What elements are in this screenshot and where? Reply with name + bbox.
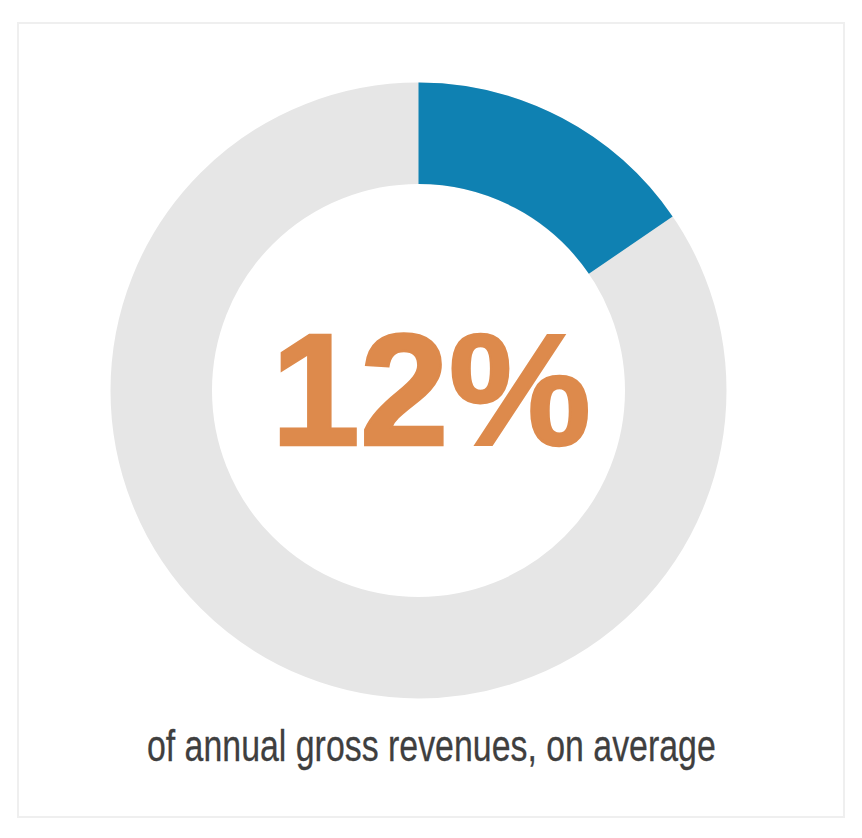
chart-caption: of annual gross revenues, on average (0, 722, 862, 770)
chart-caption-text: of annual gross revenues, on average (147, 722, 716, 770)
donut-center-value: 12% (0, 310, 862, 470)
